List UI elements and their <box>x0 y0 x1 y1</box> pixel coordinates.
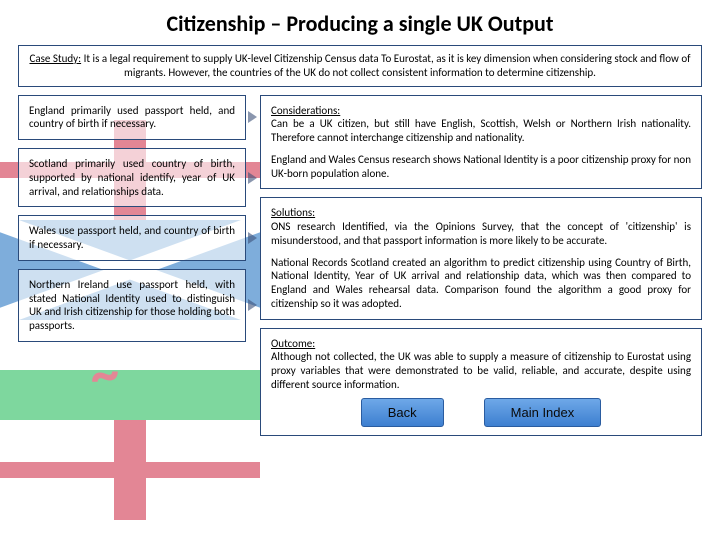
ni-box: Northern Ireland use passport held, with… <box>18 269 246 342</box>
england-box: England primarily used passport held, an… <box>18 95 246 141</box>
flag-northern-ireland <box>0 420 260 520</box>
ni-text: Northern Ireland use passport held, with… <box>29 278 235 332</box>
solutions-label: Solutions: <box>271 206 315 219</box>
right-column: Considerations:Can be a UK citizen, but … <box>260 95 702 436</box>
england-text: England primarily used passport held, an… <box>29 104 235 131</box>
scotland-box: Scotland primarily used country of birth… <box>18 148 246 207</box>
considerations-p2: England and Wales Census research shows … <box>271 153 691 181</box>
arrow-icon <box>248 299 257 311</box>
considerations-label: Considerations: <box>271 104 340 117</box>
wales-box: Wales use passport held, and country of … <box>18 215 246 261</box>
button-row: Back Main Index <box>271 398 691 427</box>
arrow-icon <box>248 172 257 184</box>
case-study-box: Case Study: It is a legal requirement to… <box>18 45 702 87</box>
arrow-icon <box>248 232 257 244</box>
considerations-p1: Can be a UK citizen, but still have Engl… <box>271 117 691 144</box>
outcome-p1: Although not collected, the UK was able … <box>271 350 691 391</box>
solutions-box: Solutions:ONS research Identified, via t… <box>260 197 702 319</box>
outcome-box: Outcome:Although not collected, the UK w… <box>260 328 702 436</box>
outcome-label: Outcome: <box>271 337 315 350</box>
arrow-icon <box>248 111 257 123</box>
back-button[interactable]: Back <box>361 398 444 427</box>
wales-text: Wales use passport held, and country of … <box>29 224 235 251</box>
solutions-p1: ONS research Identified, via the Opinion… <box>271 220 691 247</box>
case-study-text: It is a legal requirement to supply UK-l… <box>81 52 690 79</box>
considerations-box: Considerations:Can be a UK citizen, but … <box>260 95 702 190</box>
scotland-text: Scotland primarily used country of birth… <box>29 157 235 198</box>
page-title: Citizenship – Producing a single UK Outp… <box>0 0 720 43</box>
case-study-label: Case Study: <box>29 52 81 65</box>
main-index-button[interactable]: Main Index <box>484 398 602 427</box>
solutions-p2: National Records Scotland created an alg… <box>271 256 691 311</box>
